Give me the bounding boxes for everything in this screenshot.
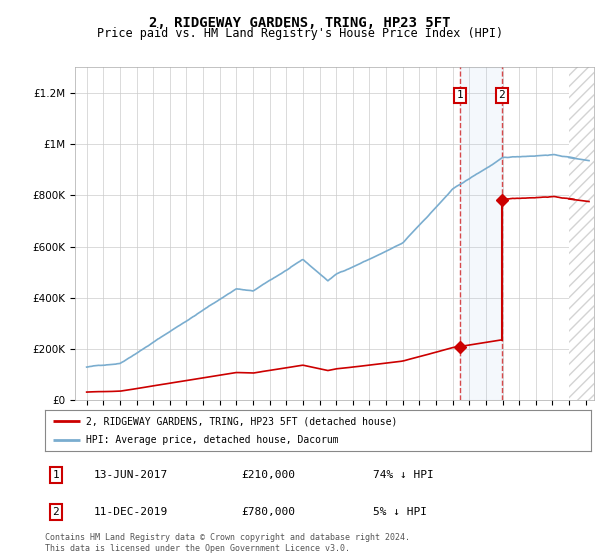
Bar (460, 67, 502, 400)
Text: 74% ↓ HPI: 74% ↓ HPI (373, 470, 433, 480)
Text: £780,000: £780,000 (242, 507, 296, 517)
Text: 2: 2 (53, 507, 59, 517)
Text: 2: 2 (499, 90, 505, 100)
Text: 5% ↓ HPI: 5% ↓ HPI (373, 507, 427, 517)
Text: 11-DEC-2019: 11-DEC-2019 (94, 507, 169, 517)
Text: 13-JUN-2017: 13-JUN-2017 (94, 470, 169, 480)
Text: Contains HM Land Registry data © Crown copyright and database right 2024.
This d: Contains HM Land Registry data © Crown c… (45, 533, 410, 553)
Text: 1: 1 (457, 90, 463, 100)
Text: 2, RIDGEWAY GARDENS, TRING, HP23 5FT (detached house): 2, RIDGEWAY GARDENS, TRING, HP23 5FT (de… (86, 417, 397, 426)
Text: 2, RIDGEWAY GARDENS, TRING, HP23 5FT: 2, RIDGEWAY GARDENS, TRING, HP23 5FT (149, 16, 451, 30)
Text: HPI: Average price, detached house, Dacorum: HPI: Average price, detached house, Daco… (86, 435, 338, 445)
Text: 1: 1 (53, 470, 59, 480)
Bar (569, 67, 594, 400)
Text: £210,000: £210,000 (242, 470, 296, 480)
Text: Price paid vs. HM Land Registry's House Price Index (HPI): Price paid vs. HM Land Registry's House … (97, 27, 503, 40)
